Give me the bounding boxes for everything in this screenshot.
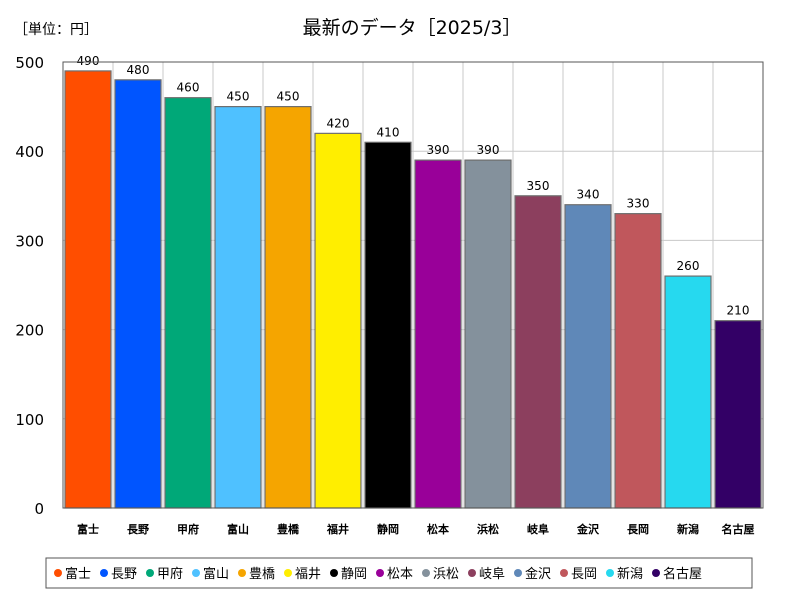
legend-marker — [514, 569, 522, 577]
y-tick-label: 100 — [15, 411, 44, 429]
y-tick-label: 500 — [15, 54, 44, 72]
x-tick-label: 富士 — [77, 522, 99, 536]
legend-entry: 浜松 — [433, 567, 459, 582]
data-label: 450 — [227, 90, 250, 104]
x-tick-label: 新潟 — [677, 522, 699, 536]
legend-marker — [422, 569, 430, 577]
legend-marker — [376, 569, 384, 577]
data-label: 210 — [727, 304, 750, 318]
bar-8 — [414, 159, 462, 509]
legend-entry: 富山 — [203, 566, 229, 582]
x-tick-label: 名古屋 — [722, 522, 755, 536]
x-tick-label: 長岡 — [627, 523, 649, 536]
x-tick-label: 岐阜 — [527, 522, 549, 536]
x-tick-label: 豊橋 — [277, 522, 300, 536]
data-label: 350 — [527, 179, 550, 193]
bar-1 — [64, 70, 112, 509]
data-label: 480 — [127, 63, 150, 77]
y-tick-label: 200 — [15, 322, 44, 340]
data-label: 490 — [77, 54, 100, 68]
legend-marker — [54, 569, 62, 577]
legend-marker — [284, 569, 292, 577]
bar-10 — [514, 195, 562, 509]
bar-9 — [464, 159, 512, 509]
legend-entry: 長岡 — [571, 567, 597, 582]
legend-marker — [192, 569, 200, 577]
bar-11 — [564, 204, 612, 509]
x-tick-label: 金沢 — [576, 522, 600, 536]
data-label: 330 — [627, 197, 650, 211]
bar-13 — [664, 275, 712, 509]
legend-marker — [560, 569, 568, 577]
legend-marker — [146, 569, 154, 577]
legend-entry: 富士 — [65, 566, 91, 582]
legend-entry: 豊橋 — [249, 567, 275, 582]
bar-4 — [214, 105, 262, 509]
x-tick-label: 浜松 — [477, 522, 499, 536]
x-tick-label: 福井 — [326, 522, 349, 536]
legend-marker — [330, 569, 338, 577]
data-label: 390 — [477, 143, 500, 157]
bar-2 — [114, 79, 162, 509]
chart-title: 最新のデータ［2025/3］ — [303, 17, 522, 39]
legend-entry: 金沢 — [525, 566, 551, 582]
x-tick-label: 長野 — [127, 523, 149, 536]
plot-frame — [62, 61, 764, 509]
legend-entry: 静岡 — [341, 567, 367, 582]
bar-7 — [364, 141, 412, 509]
legend-marker — [468, 569, 476, 577]
legend-marker — [652, 569, 660, 577]
bars — [64, 70, 762, 509]
legend-marker — [238, 569, 246, 577]
data-label: 420 — [327, 116, 350, 130]
legend: 富士 長野 甲府 富山 豊橋 福井 静岡 松本 浜松 岐阜 金沢 長岡 新潟 名古屋 — [45, 557, 753, 589]
y-axis-ticks: 0 100 200 300 400 500 — [15, 54, 44, 518]
x-tick-label: 松本 — [427, 522, 449, 536]
legend-entry: 甲府 — [157, 567, 183, 582]
y-tick-label: 400 — [15, 143, 44, 161]
legend-entry: 松本 — [387, 567, 413, 582]
x-tick-label: 甲府 — [177, 522, 199, 536]
x-tick-label: 富山 — [227, 522, 249, 536]
legend-entry: 新潟 — [617, 566, 643, 582]
legend-entry: 名古屋 — [663, 566, 702, 582]
data-label: 410 — [377, 125, 400, 139]
y-tick-label: 0 — [34, 500, 44, 518]
x-tick-label: 静岡 — [377, 522, 399, 536]
legend-entry: 岐阜 — [479, 566, 505, 582]
data-label: 260 — [677, 259, 700, 273]
data-label: 390 — [427, 143, 450, 157]
legend-entry: 長野 — [111, 567, 137, 582]
legend-marker — [606, 569, 614, 577]
bar-14 — [714, 320, 762, 509]
x-axis-ticks: 富士 長野 甲府 富山 豊橋 福井 静岡 松本 浜松 岐阜 金沢 長岡 新潟 名古屋 — [77, 522, 755, 536]
data-label: 450 — [277, 90, 300, 104]
bar-6 — [314, 132, 362, 509]
data-label: 460 — [177, 81, 200, 95]
y-tick-label: 300 — [15, 232, 44, 250]
legend-box — [45, 557, 753, 589]
bar-3 — [164, 97, 212, 509]
bar-5 — [264, 105, 312, 509]
legend-entry: 福井 — [295, 567, 321, 582]
data-labels: 490 480 460 450 450 420 410 390 390 350 340 330 260 2… — [77, 54, 750, 318]
legend-marker — [100, 569, 108, 577]
bar-12 — [614, 213, 662, 509]
data-label: 340 — [577, 188, 600, 202]
unit-label: ［単位：円］ — [14, 22, 98, 38]
